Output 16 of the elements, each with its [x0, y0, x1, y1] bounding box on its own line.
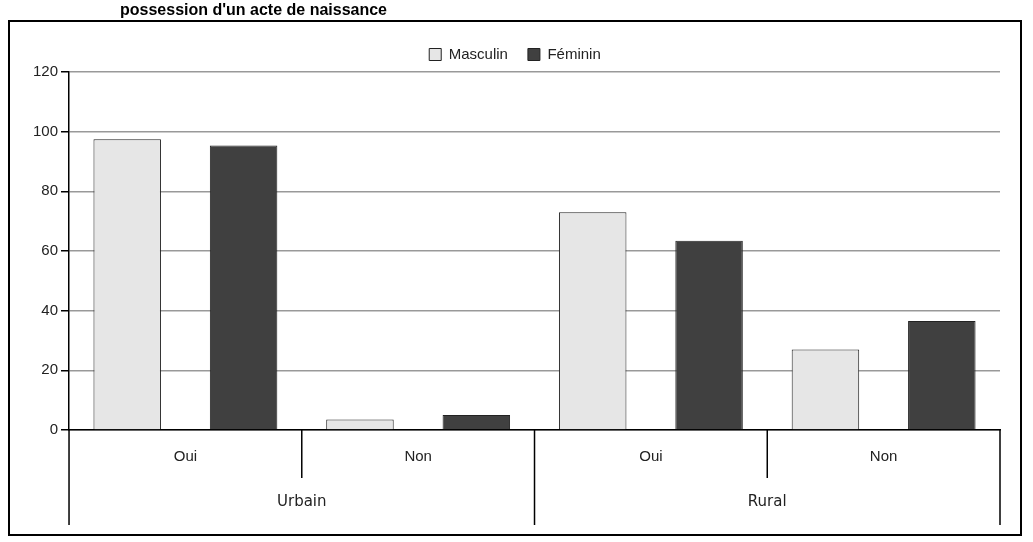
- y-tick-label: 120: [33, 62, 59, 80]
- y-tick-label: 20: [41, 360, 59, 378]
- chart-title: possession d'un acte de naissance: [119, 0, 388, 20]
- legend-label: Masculin: [448, 44, 508, 62]
- y-tick-label: 40: [41, 300, 59, 318]
- y-tick-label: 0: [49, 420, 59, 438]
- y-tick-label: 100: [33, 121, 59, 139]
- x-tick-label: Oui: [173, 447, 198, 465]
- text: Rural: [747, 491, 787, 510]
- x-tick-label: Non: [404, 447, 432, 465]
- legend-label: Féminin: [547, 44, 601, 62]
- y-tick-label: 80: [41, 181, 59, 199]
- x-tick-label: Oui: [639, 447, 663, 465]
- x-tick-label: Non: [869, 447, 898, 465]
- y-tick-label: 60: [41, 241, 59, 259]
- text: Urbain: [277, 491, 327, 510]
